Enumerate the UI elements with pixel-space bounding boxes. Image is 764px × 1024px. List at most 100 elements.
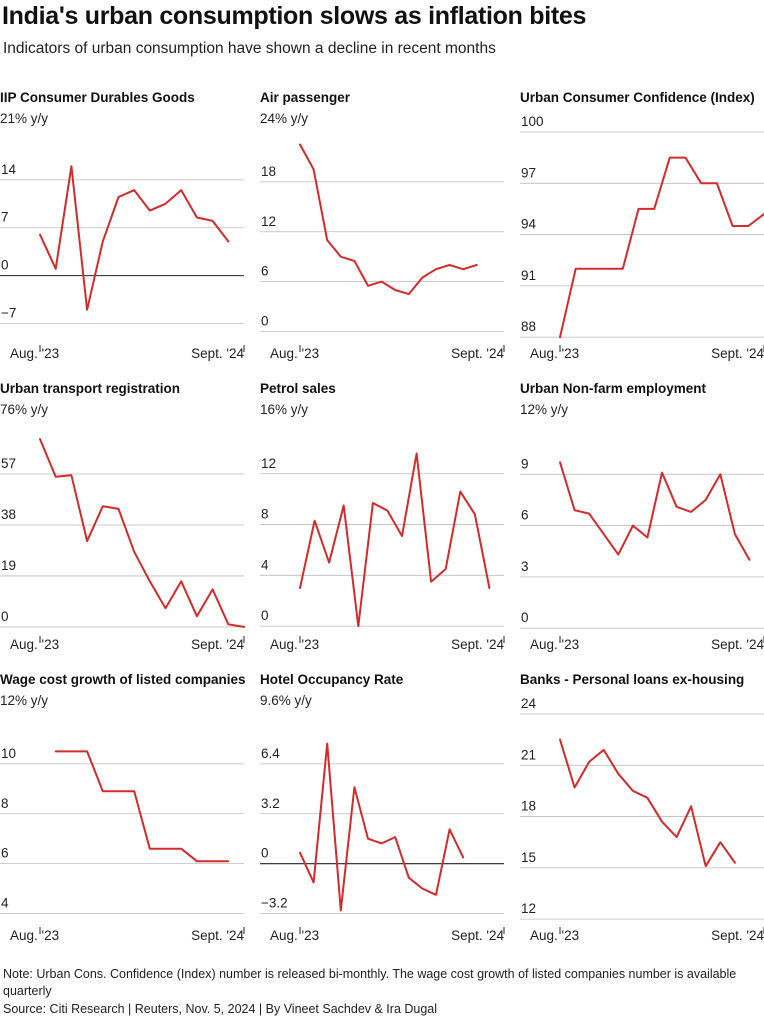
x-tick-label: Sept. '24 [191,637,244,652]
series-line [559,461,751,561]
chart-title: IIP Consumer Durables Goods [0,90,195,105]
chart-unit-label: 21% y/y [0,111,49,126]
chart-panel: Urban Non-farm employment 12% y/y 0 3 6 9 Aug.… [520,381,764,652]
y-tick-label: −7 [1,305,16,320]
y-tick-label: 0 [261,314,269,329]
y-tick-label: 57 [1,456,16,471]
x-tick-label: Sept. '24 [451,346,504,361]
chart-panel: Urban Consumer Confidence (Index) 88 91 94 9… [520,90,764,361]
y-tick-label: 14 [1,162,17,177]
chart-plot: 12 15 18 21 24 Aug. '23 Sept. '24 [520,696,764,943]
source-credit: Source: Citi Research | Reuters, Nov. 5,… [3,1002,438,1016]
chart-title: Urban Non-farm employment [520,381,707,396]
y-tick-label: 24 [521,696,537,711]
chart-unit-label: 9.6% y/y [260,693,312,708]
page-subtitle: Indicators of urban consumption have sho… [3,40,496,57]
x-tick-label: Aug. '23 [530,637,579,652]
chart-plot: −7 0 7 14 Aug. '23 Sept. '24 [0,162,245,361]
y-tick-label: 9 [521,456,529,471]
chart-panel: Petrol sales 16% y/y 0 4 8 12 Aug. '23 Sept. '2… [260,381,505,652]
series-line [299,742,465,912]
chart-plot: 0 6 12 18 Aug. '23 Sept. '24 [260,143,505,361]
x-tick-label: Aug. '23 [270,928,319,943]
y-tick-label: 97 [521,165,536,180]
y-tick-label: 3 [521,559,529,574]
y-tick-label: 18 [521,799,536,814]
series-line [39,438,245,628]
x-tick-label: Sept. '24 [711,637,764,652]
chart-title: Air passenger [260,90,351,105]
chart-panel: Urban transport registration 76% y/y 0 19 38… [0,381,245,652]
x-tick-label: Sept. '24 [711,346,764,361]
chart-title: Urban Consumer Confidence (Index) [520,90,755,105]
x-tick-label: Sept. '24 [451,928,504,943]
chart-unit-label: 12% y/y [520,402,569,417]
x-tick-label: Aug. '23 [530,346,579,361]
y-tick-label: 4 [1,896,9,911]
chart-unit-label: 24% y/y [260,111,309,126]
chart-panel: Wage cost growth of listed companies 12% … [0,672,246,943]
chart-unit-label: 12% y/y [0,693,49,708]
chart-title: Urban transport registration [0,381,181,396]
x-tick-label: Sept. '24 [451,637,504,652]
y-tick-label: 12 [261,456,276,471]
x-tick-label: Aug. '23 [270,637,319,652]
y-tick-label: 94 [521,217,537,232]
series-line [39,165,230,311]
y-tick-label: 21 [521,747,536,762]
footnote: Note: Urban Cons. Confidence (Index) num… [3,967,737,998]
chart-title: Petrol sales [260,381,336,396]
y-tick-label: 38 [1,507,16,522]
y-tick-label: −3.2 [261,896,288,911]
x-tick-label: Sept. '24 [191,928,244,943]
y-tick-label: 7 [1,210,9,225]
chart-unit-label: 16% y/y [260,402,309,417]
chart-plot: −3.2 0 3.2 6.4 Aug. '23 Sept. '24 [260,742,505,943]
chart-plot: 0 19 38 57 Aug. '23 Sept. '24 [0,438,245,652]
y-tick-label: 12 [261,214,276,229]
series-line [299,143,478,296]
series-line [559,156,764,339]
chart-title: Banks - Personal loans ex-housing [520,672,745,687]
x-tick-label: Aug. '23 [10,346,59,361]
chart-title: Wage cost growth of listed companies [0,672,246,687]
y-tick-label: 0 [261,608,269,623]
chart-plot: 4 6 8 10 Aug. '23 Sept. '24 [0,746,245,943]
y-tick-label: 0 [1,609,9,624]
y-tick-label: 6 [1,846,9,861]
chart-panel: Hotel Occupancy Rate 9.6% y/y −3.2 0 3.2 6.4 A… [260,672,505,943]
series-line [54,750,230,863]
y-tick-label: 0 [521,610,529,625]
y-tick-label: 0 [1,258,9,273]
chart-panel: Banks - Personal loans ex-housing 12 15 18 2… [520,672,764,943]
y-tick-label: 18 [261,164,276,179]
x-tick-label: Sept. '24 [711,928,764,943]
y-tick-label: 6 [261,264,269,279]
x-tick-label: Sept. '24 [191,346,244,361]
y-tick-label: 15 [521,850,536,865]
chart-plot: 88 91 94 97 100 Aug. '23 Sept. '24 [520,114,764,361]
chart-title: Hotel Occupancy Rate [260,672,404,687]
y-tick-label: 10 [1,746,16,761]
chart-plot: 0 3 6 9 Aug. '23 Sept. '24 [520,456,764,652]
x-tick-label: Aug. '23 [10,928,59,943]
x-tick-label: Aug. '23 [10,637,59,652]
chart-plot: 0 4 8 12 Aug. '23 Sept. '24 [260,452,505,652]
x-tick-label: Aug. '23 [530,928,579,943]
y-tick-label: 6 [521,508,529,523]
series-line [299,452,491,628]
x-tick-label: Aug. '23 [270,346,319,361]
y-tick-label: 88 [521,319,536,334]
chart-unit-label: 76% y/y [0,402,49,417]
y-tick-label: 91 [521,268,536,283]
y-tick-label: 8 [261,507,269,522]
y-tick-label: 0 [261,846,269,861]
page-title: India's urban consumption slows as infla… [2,2,587,30]
y-tick-label: 100 [521,114,544,129]
y-tick-label: 8 [1,796,9,811]
y-tick-label: 4 [261,557,269,572]
series-line [559,738,736,868]
y-tick-label: 3.2 [261,796,280,811]
y-tick-label: 19 [1,558,16,573]
chart-panel: IIP Consumer Durables Goods 21% y/y −7 0 7 14… [0,90,245,361]
